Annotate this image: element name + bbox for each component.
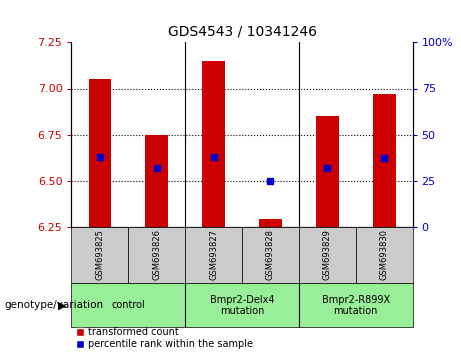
- Bar: [145, 135, 168, 227]
- Text: GSM693825: GSM693825: [95, 229, 104, 280]
- Bar: [89, 79, 111, 227]
- Bar: [185, 283, 299, 327]
- Text: Bmpr2-Delx4
mutation: Bmpr2-Delx4 mutation: [210, 295, 274, 316]
- Bar: [185, 227, 242, 283]
- Bar: [373, 94, 396, 227]
- Text: control: control: [112, 300, 145, 310]
- Text: GSM693826: GSM693826: [152, 229, 161, 280]
- Bar: [202, 61, 225, 227]
- Bar: [71, 283, 185, 327]
- Bar: [71, 227, 128, 283]
- Text: GSM693827: GSM693827: [209, 229, 218, 280]
- Bar: [316, 116, 339, 227]
- Bar: [356, 227, 413, 283]
- Legend: transformed count, percentile rank within the sample: transformed count, percentile rank withi…: [77, 327, 253, 349]
- Text: GSM693829: GSM693829: [323, 229, 332, 280]
- Text: genotype/variation: genotype/variation: [5, 300, 104, 310]
- Bar: [128, 227, 185, 283]
- Text: GSM693830: GSM693830: [380, 229, 389, 280]
- Title: GDS4543 / 10341246: GDS4543 / 10341246: [167, 24, 317, 39]
- Bar: [299, 283, 413, 327]
- Text: GSM693828: GSM693828: [266, 229, 275, 280]
- Text: ▶: ▶: [59, 300, 67, 310]
- Bar: [242, 227, 299, 283]
- Bar: [259, 219, 282, 227]
- Text: Bmpr2-R899X
mutation: Bmpr2-R899X mutation: [322, 295, 390, 316]
- Bar: [299, 227, 356, 283]
